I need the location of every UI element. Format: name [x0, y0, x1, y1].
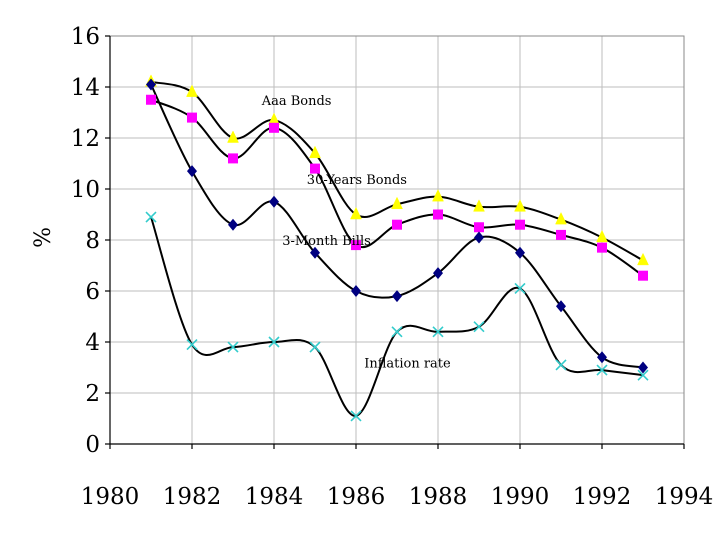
point-inflation-rate-1983 — [227, 341, 239, 353]
point-aaa-bonds-1993 — [637, 252, 649, 266]
y-tick-label-2: 2 — [85, 381, 100, 407]
point-3-month-bills-1988 — [433, 267, 443, 280]
point-3-month-bills-1990 — [515, 246, 525, 259]
point-aaa-bonds-1986 — [350, 206, 362, 220]
annotation-inflation-rate: Inflation rate — [364, 357, 451, 372]
point-aaa-bonds-1987 — [391, 196, 403, 210]
point-3-month-bills-1984 — [269, 195, 279, 208]
axes — [105, 35, 685, 449]
y-tick-label-4: 4 — [85, 330, 100, 356]
point-aaa-bonds-1991 — [555, 212, 567, 225]
point-30-years-bonds-1984 — [269, 122, 279, 133]
annotation-30-years-bonds: 30-Years Bonds — [307, 173, 407, 188]
point-3-month-bills-1987 — [392, 290, 402, 303]
point-30-years-bonds-1983 — [228, 153, 238, 164]
annotation-3-month-bills: 3-Month Bills — [282, 234, 371, 249]
point-aaa-bonds-1983 — [227, 130, 239, 143]
y-tick-label-16: 16 — [71, 24, 100, 50]
point-3-month-bills-1985 — [310, 246, 320, 259]
point-30-years-bonds-1992 — [597, 242, 607, 253]
point-30-years-bonds-1986 — [351, 240, 361, 251]
point-inflation-rate-1988 — [432, 326, 444, 338]
y-axis-label: % — [31, 227, 56, 248]
point-aaa-bonds-1990 — [514, 199, 526, 212]
x-tick-label-1994: 1994 — [655, 484, 714, 510]
curve-inflation-rate — [150, 216, 644, 417]
point-3-month-bills-1983 — [228, 218, 238, 231]
point-inflation-rate-1990 — [514, 282, 526, 295]
gridlines — [109, 35, 685, 445]
point-inflation-rate-1993 — [637, 369, 649, 381]
point-30-years-bonds-1989 — [474, 222, 484, 233]
y-tick-label-0: 0 — [85, 432, 100, 458]
point-3-month-bills-1981 — [146, 78, 156, 91]
y-tick-label-14: 14 — [71, 75, 100, 101]
point-inflation-rate-1982 — [186, 338, 198, 351]
x-tick-label-1982: 1982 — [163, 484, 222, 510]
point-3-month-bills-1989 — [474, 231, 484, 244]
point-aaa-bonds-1989 — [473, 199, 485, 212]
x-tick-label-1984: 1984 — [245, 484, 304, 510]
tick-labels: 0 2 4 6 8 10 12 14 16 1980 1982 1984 1986 1988 1990 199… — [71, 24, 714, 510]
point-30-years-bonds-1987 — [392, 219, 402, 230]
x-tick-label-1988: 1988 — [409, 484, 468, 510]
y-tick-label-8: 8 — [85, 228, 100, 254]
series-annotations: Aaa Bonds 30-Years Bonds 3-Month Bills Infl… — [261, 94, 451, 372]
point-inflation-rate-1985 — [309, 341, 321, 353]
y-tick-label-6: 6 — [85, 279, 100, 305]
point-inflation-rate-1989 — [473, 321, 485, 333]
y-tick-label-12: 12 — [71, 126, 100, 152]
annotation-aaa-bonds: Aaa Bonds — [261, 94, 332, 109]
curve-aaa-bonds — [150, 80, 644, 262]
point-30-years-bonds-1985 — [310, 163, 320, 174]
y-tick-label-10: 10 — [71, 177, 100, 203]
point-3-month-bills-1993 — [638, 361, 648, 374]
point-3-month-bills-1991 — [556, 300, 566, 313]
point-30-years-bonds-1991 — [556, 229, 566, 240]
x-tick-label-1990: 1990 — [491, 484, 550, 510]
point-inflation-rate-1986 — [350, 410, 362, 422]
point-inflation-rate-1984 — [268, 336, 280, 348]
point-3-month-bills-1982 — [187, 165, 197, 178]
point-aaa-bonds-1982 — [186, 84, 198, 97]
point-inflation-rate-1992 — [596, 364, 608, 376]
point-30-years-bonds-1990 — [515, 219, 525, 230]
point-inflation-rate-1991 — [555, 359, 567, 371]
point-30-years-bonds-1981 — [146, 94, 156, 105]
point-30-years-bonds-1988 — [433, 209, 443, 220]
point-inflation-rate-1981 — [145, 211, 157, 223]
point-30-years-bonds-1993 — [638, 270, 648, 281]
point-inflation-rate-1987 — [391, 326, 403, 338]
x-tick-label-1986: 1986 — [327, 484, 386, 510]
point-3-month-bills-1992 — [597, 351, 607, 364]
x-tick-label-1980: 1980 — [81, 484, 140, 510]
point-3-month-bills-1986 — [351, 285, 361, 297]
point-aaa-bonds-1985 — [309, 145, 321, 159]
point-aaa-bonds-1992 — [596, 229, 608, 243]
point-30-years-bonds-1982 — [187, 112, 197, 123]
series-markers — [145, 74, 649, 422]
point-aaa-bonds-1988 — [432, 189, 444, 202]
x-tick-label-1992: 1992 — [573, 484, 632, 510]
